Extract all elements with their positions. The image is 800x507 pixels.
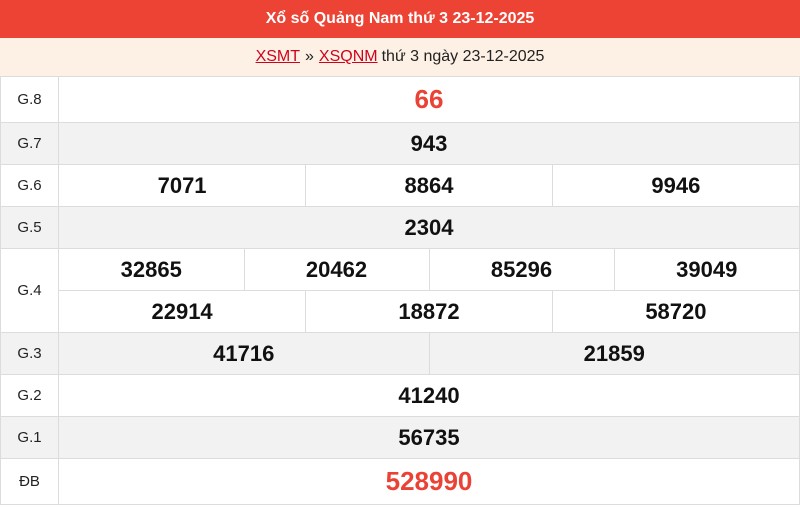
breadcrumb: XSMT » XSQNM thứ 3 ngày 23-12-2025 <box>0 38 800 76</box>
results-table: G.8 66 G.7 943 G.6 7071 8864 9946 G.5 23… <box>0 76 800 505</box>
prize-row-g3: G.3 41716 21859 <box>0 332 800 375</box>
prize-row-g5: G.5 2304 <box>0 206 800 249</box>
prize-number: 18872 <box>305 290 553 332</box>
prize-number: 41716 <box>59 333 429 374</box>
special-prize-number: 528990 <box>58 458 800 505</box>
prize-row-g8: G.8 66 <box>0 76 800 123</box>
prize-number: 41240 <box>58 374 800 417</box>
prize-number: 9946 <box>551 165 799 206</box>
prize-number: 21859 <box>428 333 799 374</box>
prize-number: 22914 <box>151 298 213 324</box>
prize-label: G.1 <box>0 416 59 459</box>
prize-label: G.6 <box>0 164 59 207</box>
prize-row-g1: G.1 56735 <box>0 416 800 459</box>
xsmt-link[interactable]: XSMT <box>255 48 301 65</box>
prize-label: ĐB <box>0 458 59 505</box>
prize-number: 58720 <box>551 290 799 332</box>
prize-row-g7: G.7 943 <box>0 122 800 165</box>
prize-number: 943 <box>58 122 800 165</box>
prize-label: G.3 <box>0 332 59 375</box>
prize-row-g4: G.4 32865 20462 85296 39049 22914 18872 … <box>0 248 800 333</box>
prize-label: G.8 <box>0 76 59 123</box>
prize-number: 39049 <box>613 249 799 290</box>
prize-number: 2304 <box>58 206 800 249</box>
breadcrumb-separator: » <box>305 48 314 65</box>
prize-row-g2: G.2 41240 <box>0 374 800 417</box>
prize-number: 66 <box>58 76 800 123</box>
prize-label: G.7 <box>0 122 59 165</box>
prize-number: 85296 <box>428 249 614 290</box>
xsqnm-link[interactable]: XSQNM <box>318 48 378 65</box>
page-title: Xổ số Quảng Nam thứ 3 23-12-2025 <box>0 0 800 38</box>
prize-number: 20462 <box>243 249 429 290</box>
prize-number: 8864 <box>305 165 553 206</box>
prize-label: G.4 <box>0 248 59 333</box>
prize-number: 32865 <box>120 256 182 282</box>
prize-row-g6: G.6 7071 8864 9946 <box>0 164 800 207</box>
prize-label: G.2 <box>0 374 59 417</box>
prize-number: 56735 <box>58 416 800 459</box>
prize-row-special: ĐB 528990 <box>0 458 800 505</box>
breadcrumb-date: thứ 3 ngày 23-12-2025 <box>381 48 545 65</box>
prize-number: 7071 <box>157 172 207 198</box>
prize-label: G.5 <box>0 206 59 249</box>
